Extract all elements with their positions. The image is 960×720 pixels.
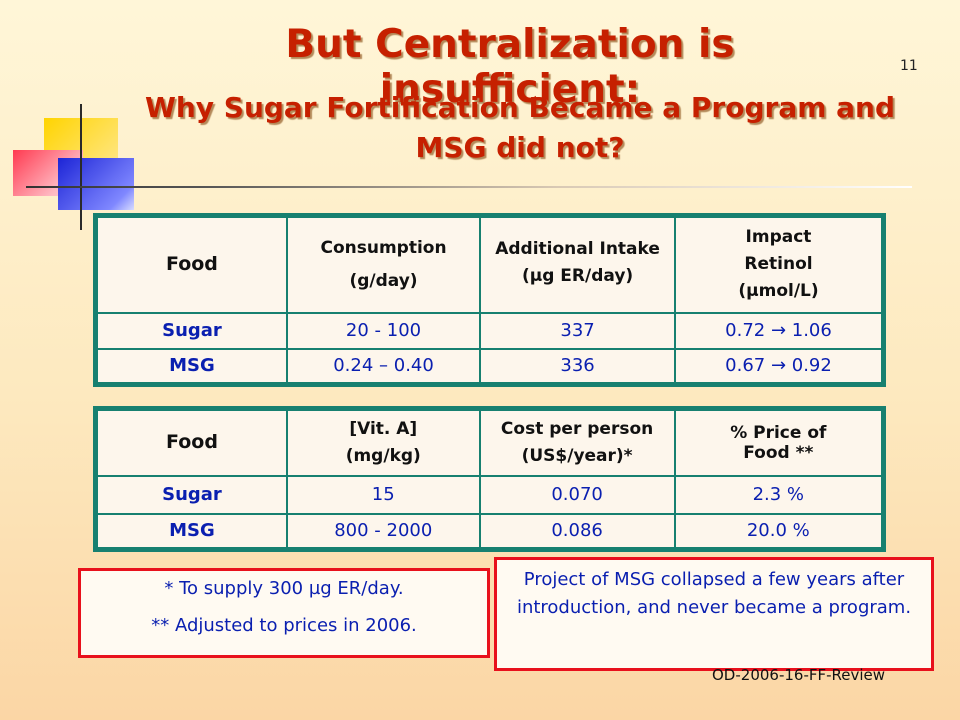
- column-header-price-of-food: % Price of Food **: [673, 407, 885, 477]
- cell-vitamin-a: 800 - 2000: [285, 512, 481, 551]
- intake-impact-table: Food Consumption (g/day) Additional Inta…: [93, 213, 886, 387]
- footnote-2: ** Adjusted to prices in 2006.: [151, 615, 417, 636]
- footnote-1: * To supply 300 µg ER/day.: [164, 578, 404, 599]
- decorative-vertical-line: [80, 104, 82, 230]
- slide-title: But Centralization is insufficient:: [285, 22, 735, 112]
- slide-footer: OD-2006-16-FF-Review: [712, 666, 886, 684]
- table-row: MSG 0.24 – 0.40 336 0.67 → 0.92: [94, 347, 885, 386]
- row-label-sugar: Sugar: [94, 474, 288, 515]
- project-note-box: Project of MSG collapsed a few years aft…: [494, 557, 934, 671]
- table-row: Sugar 15 0.070 2.3 %: [94, 474, 885, 515]
- table-header-row: Food [Vit. A] (mg/kg) Cost per person (U…: [94, 407, 885, 477]
- header-unit: (mg/kg): [345, 445, 421, 466]
- decorative-blue-square: [58, 158, 134, 210]
- header-unit: (US$/year)*: [521, 445, 633, 466]
- header-text: Retinol: [744, 254, 813, 275]
- header-unit: (g/day): [349, 270, 418, 291]
- cell-consumption: 20 - 100: [285, 311, 482, 350]
- header-text: Impact: [745, 227, 812, 248]
- subtitle-line-1: Why Sugar Fortification Became a Program…: [144, 91, 896, 124]
- header-text: Cost per person: [500, 418, 654, 439]
- cell-vitamin-a: 15: [285, 474, 481, 515]
- project-note-text: Project of MSG collapsed a few years aft…: [516, 569, 912, 618]
- column-header-consumption: Consumption (g/day): [285, 214, 482, 314]
- table-row: MSG 800 - 2000 0.086 20.0 %: [94, 512, 885, 551]
- table-header-row: Food Consumption (g/day) Additional Inta…: [94, 214, 885, 314]
- column-header-food: Food: [94, 214, 288, 314]
- cell-cost-per-person: 0.070: [478, 474, 676, 515]
- row-label-msg: MSG: [94, 512, 288, 551]
- cell-price-of-food: 2.3 %: [673, 474, 885, 515]
- row-label-msg: MSG: [94, 347, 288, 386]
- column-header-cost-per-person: Cost per person (US$/year)*: [478, 407, 676, 477]
- header-text: [Vit. A]: [349, 418, 418, 439]
- column-header-vitamin-a: [Vit. A] (mg/kg): [285, 407, 481, 477]
- cell-cost-per-person: 0.086: [478, 512, 676, 551]
- cell-additional-intake: 337: [479, 311, 676, 350]
- header-unit: (µg ER/day): [521, 265, 634, 286]
- subtitle-line-2: MSG did not?: [415, 131, 625, 164]
- column-header-food: Food: [94, 407, 288, 477]
- header-text: Food: [166, 431, 218, 454]
- cell-price-of-food: 20.0 %: [673, 512, 885, 551]
- header-text: % Price of Food **: [730, 422, 827, 463]
- header-text: Consumption: [320, 237, 447, 258]
- title-underline: [26, 186, 912, 188]
- footnotes-box: * To supply 300 µg ER/day. ** Adjusted t…: [78, 568, 490, 658]
- slide-subtitle: Why Sugar Fortification Became a Program…: [120, 88, 920, 168]
- header-text: Food: [165, 253, 218, 276]
- cell-additional-intake: 336: [479, 347, 676, 386]
- cell-impact-retinol: 0.72 → 1.06: [674, 311, 885, 350]
- column-header-additional-intake: Additional Intake (µg ER/day): [479, 214, 676, 314]
- header-text: Additional Intake: [495, 238, 660, 259]
- column-header-impact-retinol: Impact Retinol (µmol/L): [674, 214, 885, 314]
- cell-consumption: 0.24 – 0.40: [285, 347, 482, 386]
- table-row: Sugar 20 - 100 337 0.72 → 1.06: [94, 311, 885, 350]
- slide-number: 11: [900, 58, 918, 74]
- cell-impact-retinol: 0.67 → 0.92: [674, 347, 885, 386]
- cost-table: Food [Vit. A] (mg/kg) Cost per person (U…: [93, 406, 886, 552]
- header-unit: (µmol/L): [738, 281, 819, 302]
- row-label-sugar: Sugar: [94, 311, 288, 350]
